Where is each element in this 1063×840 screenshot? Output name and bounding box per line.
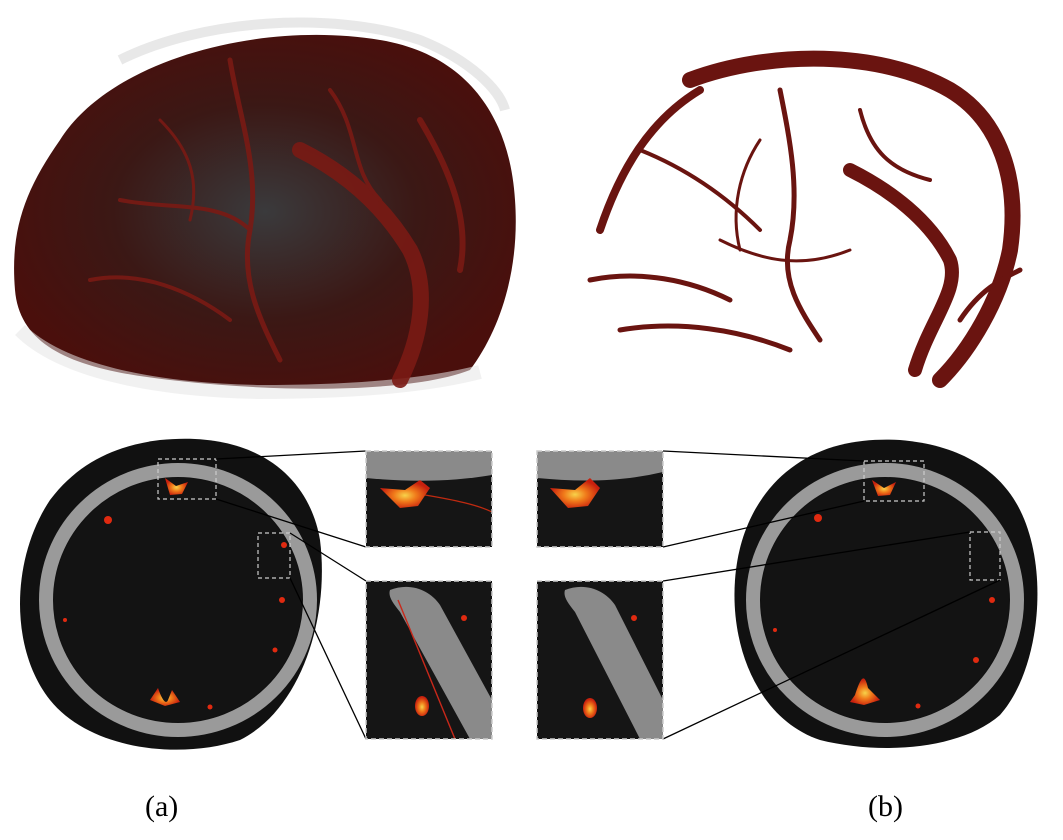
- vessel-render-b: [587, 50, 1023, 388]
- axial-slice-a: [20, 438, 322, 750]
- panel-label-b: (b): [868, 790, 903, 823]
- zoom-connectors-b: [662, 450, 1001, 740]
- zoom-inset-b-bottom: [536, 580, 664, 740]
- zoom-inset-b-top: [536, 450, 664, 548]
- zoom-connectors-a: [215, 450, 367, 740]
- zoom-inset-a-bottom: [365, 580, 493, 740]
- panel-label-a: (a): [145, 790, 179, 823]
- axial-slice-b: [734, 439, 1038, 748]
- zoom-inset-a-top: [365, 450, 493, 548]
- brain-volume-render-a: [14, 17, 516, 400]
